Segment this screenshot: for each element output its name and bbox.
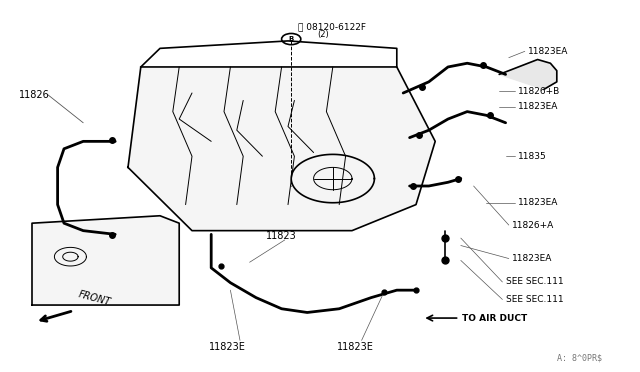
Text: Ⓑ 08120-6122F: Ⓑ 08120-6122F bbox=[298, 22, 365, 31]
Text: 11826+B: 11826+B bbox=[518, 87, 561, 96]
Polygon shape bbox=[32, 216, 179, 305]
Text: TO AIR DUCT: TO AIR DUCT bbox=[462, 314, 527, 323]
Polygon shape bbox=[499, 60, 557, 89]
Text: 11826: 11826 bbox=[19, 90, 50, 100]
Text: 11823EA: 11823EA bbox=[528, 47, 568, 56]
Text: 11826+A: 11826+A bbox=[512, 221, 554, 230]
Text: SEE SEC.111: SEE SEC.111 bbox=[506, 278, 563, 286]
Text: 11823EA: 11823EA bbox=[518, 102, 559, 111]
Text: B: B bbox=[289, 36, 294, 42]
Text: 11823EA: 11823EA bbox=[512, 254, 552, 263]
Text: 11835: 11835 bbox=[518, 152, 547, 161]
Text: 11823E: 11823E bbox=[337, 342, 374, 352]
Text: 11823EA: 11823EA bbox=[518, 198, 559, 207]
Text: 11823: 11823 bbox=[266, 231, 296, 241]
Text: SEE SEC.111: SEE SEC.111 bbox=[506, 295, 563, 304]
Polygon shape bbox=[128, 67, 435, 231]
Text: (2): (2) bbox=[317, 30, 328, 39]
Text: A: 8^0PR$: A: 8^0PR$ bbox=[557, 354, 602, 363]
Text: FRONT: FRONT bbox=[77, 290, 111, 308]
Text: 11823E: 11823E bbox=[209, 342, 246, 352]
